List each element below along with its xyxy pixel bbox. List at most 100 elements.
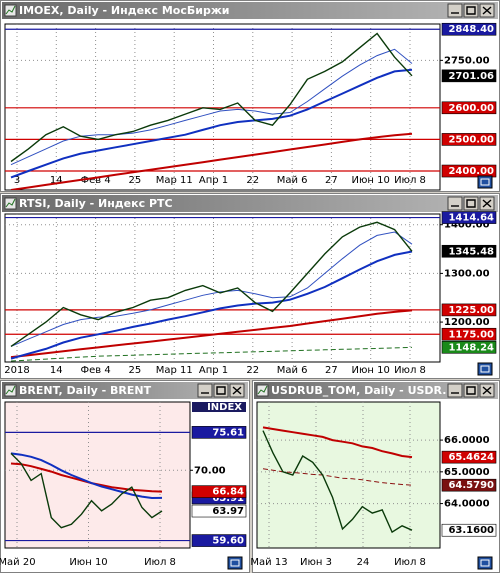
corner-button-glyph (480, 365, 490, 373)
y-tick-label: 1400.00 (444, 220, 490, 231)
level-box (441, 523, 497, 537)
window-min-button[interactable] (197, 383, 213, 398)
window-min-button[interactable] (447, 383, 463, 398)
x-tick-label: Июл 8 (394, 365, 426, 376)
x-tick-label: 27 (325, 175, 338, 186)
level-box (441, 244, 497, 258)
x-tick-label: Июл 8 (394, 557, 426, 568)
plot-marks (5, 216, 440, 362)
button-glyph (482, 199, 492, 208)
button-glyph (466, 386, 476, 395)
chart-window: USDRUB_TOM, Daily - USDR... 66.0000 65.000… (250, 380, 500, 573)
price-line (10, 452, 163, 529)
plot-marks (5, 28, 440, 190)
corner-button[interactable] (227, 556, 243, 570)
window-max-button[interactable] (213, 383, 229, 398)
window-min-button[interactable] (447, 3, 463, 18)
moving-average (262, 426, 413, 459)
x-tick-label: Июн 10 (69, 557, 107, 568)
level-box (441, 133, 497, 146)
plot-marks (262, 426, 413, 534)
y-tick-label: 64.0000 (444, 499, 490, 510)
x-tick-label: Май 13 (250, 557, 287, 568)
x-tick-label: 2018 (4, 365, 29, 376)
level-label: 1148.24 (448, 342, 494, 353)
window-icon-glyph (5, 385, 16, 395)
level-box (441, 303, 497, 317)
level-box (441, 69, 497, 83)
corner-button[interactable] (477, 175, 493, 189)
x-tick-label: Фев 4 (80, 365, 110, 376)
level-label: 66.84 (212, 487, 244, 498)
price-line (10, 32, 413, 163)
moving-average (10, 250, 413, 360)
plot-area (4, 213, 441, 363)
level-label: 1175.00 (448, 329, 494, 340)
window-title: USDRUB_TOM, Daily - USDR... (271, 384, 455, 397)
level-label: 63.97 (212, 506, 244, 517)
plot-marks (5, 431, 190, 542)
level-box (441, 327, 497, 341)
y-tick-label: 65.0000 (444, 467, 490, 478)
moving-average (10, 231, 413, 347)
y-tick-label: 66.0000 (444, 435, 490, 446)
x-tick-label: 22 (246, 175, 259, 186)
corner-button-glyph (230, 559, 240, 567)
x-tick-label: Май 20 (0, 557, 36, 568)
x-tick-label: Июл 8 (144, 557, 176, 568)
window-max-button[interactable] (463, 196, 479, 211)
corner-button[interactable] (477, 362, 493, 376)
badge-box (192, 402, 246, 412)
level-box (441, 211, 497, 224)
window-max-button[interactable] (463, 383, 479, 398)
window-min-button[interactable] (447, 196, 463, 211)
y-tick-label: 1200.00 (444, 317, 490, 328)
x-tick-label: Апр 1 (199, 365, 228, 376)
chart-window: IMOEX, Daily - Индекс МосБиржи 2750.00 3 14… (0, 0, 500, 192)
level-label: 2500.00 (448, 134, 494, 145)
corner-button-glyph (480, 178, 490, 186)
chart-window: RTSI, Daily - Индекс РТС 1200.00 1300.00 14… (0, 193, 500, 379)
window-icon-glyph (5, 198, 16, 208)
moving-average (10, 48, 413, 166)
x-tick-label: Апр 1 (199, 175, 228, 186)
plot-area (256, 401, 441, 549)
x-tick-label: 24 (357, 557, 370, 568)
level-label: 2400.00 (448, 166, 494, 177)
plot-area (4, 23, 441, 191)
moving-average (262, 468, 413, 486)
level-box (191, 504, 247, 518)
plot-area (4, 401, 191, 549)
button-glyph (216, 386, 226, 395)
x-tick-label: Май 6 (277, 365, 308, 376)
x-tick-label: Май 6 (277, 175, 308, 186)
x-tick-label: Мар 11 (156, 365, 193, 376)
level-label: 75.61 (212, 427, 244, 438)
level-box (441, 164, 497, 178)
title-bar (254, 382, 498, 399)
window-max-button[interactable] (463, 3, 479, 18)
window-title: BRENT, Daily - BRENT (19, 384, 152, 397)
level-label: 63.1600 (448, 525, 494, 536)
level-label: 2701.06 (448, 71, 494, 82)
moving-average (10, 68, 413, 179)
level-label: 2848.40 (448, 24, 494, 35)
x-tick-label: 27 (325, 365, 338, 376)
chart-window: BRENT, Daily - BRENT 70.00 Май 20 Июн 10 Июл… (0, 380, 250, 573)
x-tick-label: Июн 10 (352, 365, 390, 376)
price-line (262, 430, 413, 534)
level-box (441, 450, 497, 464)
button-glyph (466, 199, 476, 208)
level-label: 2600.00 (448, 103, 494, 114)
window-icon-glyph (5, 5, 16, 15)
badge: INDEX (207, 402, 242, 413)
x-tick-label: 25 (129, 365, 142, 376)
x-tick-label: Июн 10 (352, 175, 390, 186)
level-box (441, 340, 497, 354)
level-label: 1345.48 (448, 246, 494, 257)
y-tick-label: 2750.00 (444, 55, 490, 66)
corner-button[interactable] (477, 556, 493, 570)
x-tick-label: 22 (246, 365, 259, 376)
level-box (191, 485, 247, 498)
